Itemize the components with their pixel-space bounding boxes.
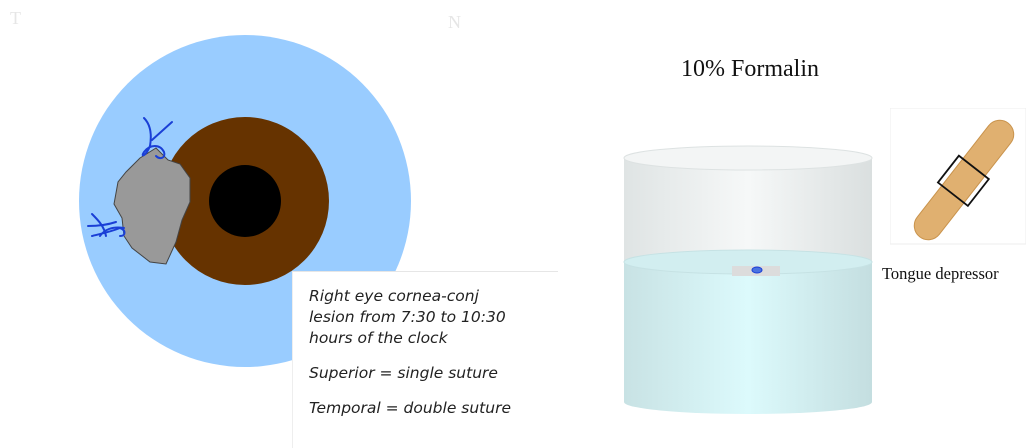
tongue-depressor-image [890, 108, 1026, 245]
jar-glass [624, 158, 872, 262]
container-title: 10% Formalin [681, 56, 819, 82]
tongue-depressor-caption: Tongue depressor [882, 264, 999, 283]
note-superior: Superior = single suture [309, 364, 498, 382]
specimen [751, 266, 763, 274]
lesion [113, 147, 191, 265]
formalin-jar [623, 145, 873, 414]
nasal-label: N [448, 12, 461, 32]
pupil [209, 165, 281, 237]
superior-suture [141, 117, 173, 160]
jar-rim [623, 145, 873, 171]
eye-diagram [79, 35, 411, 367]
temporal-label: T [10, 8, 21, 28]
note-line: lesion from 7:30 to 10:30 [309, 308, 506, 326]
note-line: hours of the clock [309, 329, 448, 347]
temporal-suture [87, 213, 126, 237]
note-line: Right eye cornea-conj [309, 287, 479, 305]
tongue-depressor [913, 119, 1015, 241]
lesion-note: Right eye cornea-conj lesion from 7:30 t… [292, 271, 558, 448]
note-temporal: Temporal = double suture [309, 399, 511, 417]
specimen-marker [936, 154, 991, 208]
formalin-liquid [624, 262, 872, 414]
note-description: Right eye cornea-conj lesion from 7:30 t… [309, 286, 558, 349]
